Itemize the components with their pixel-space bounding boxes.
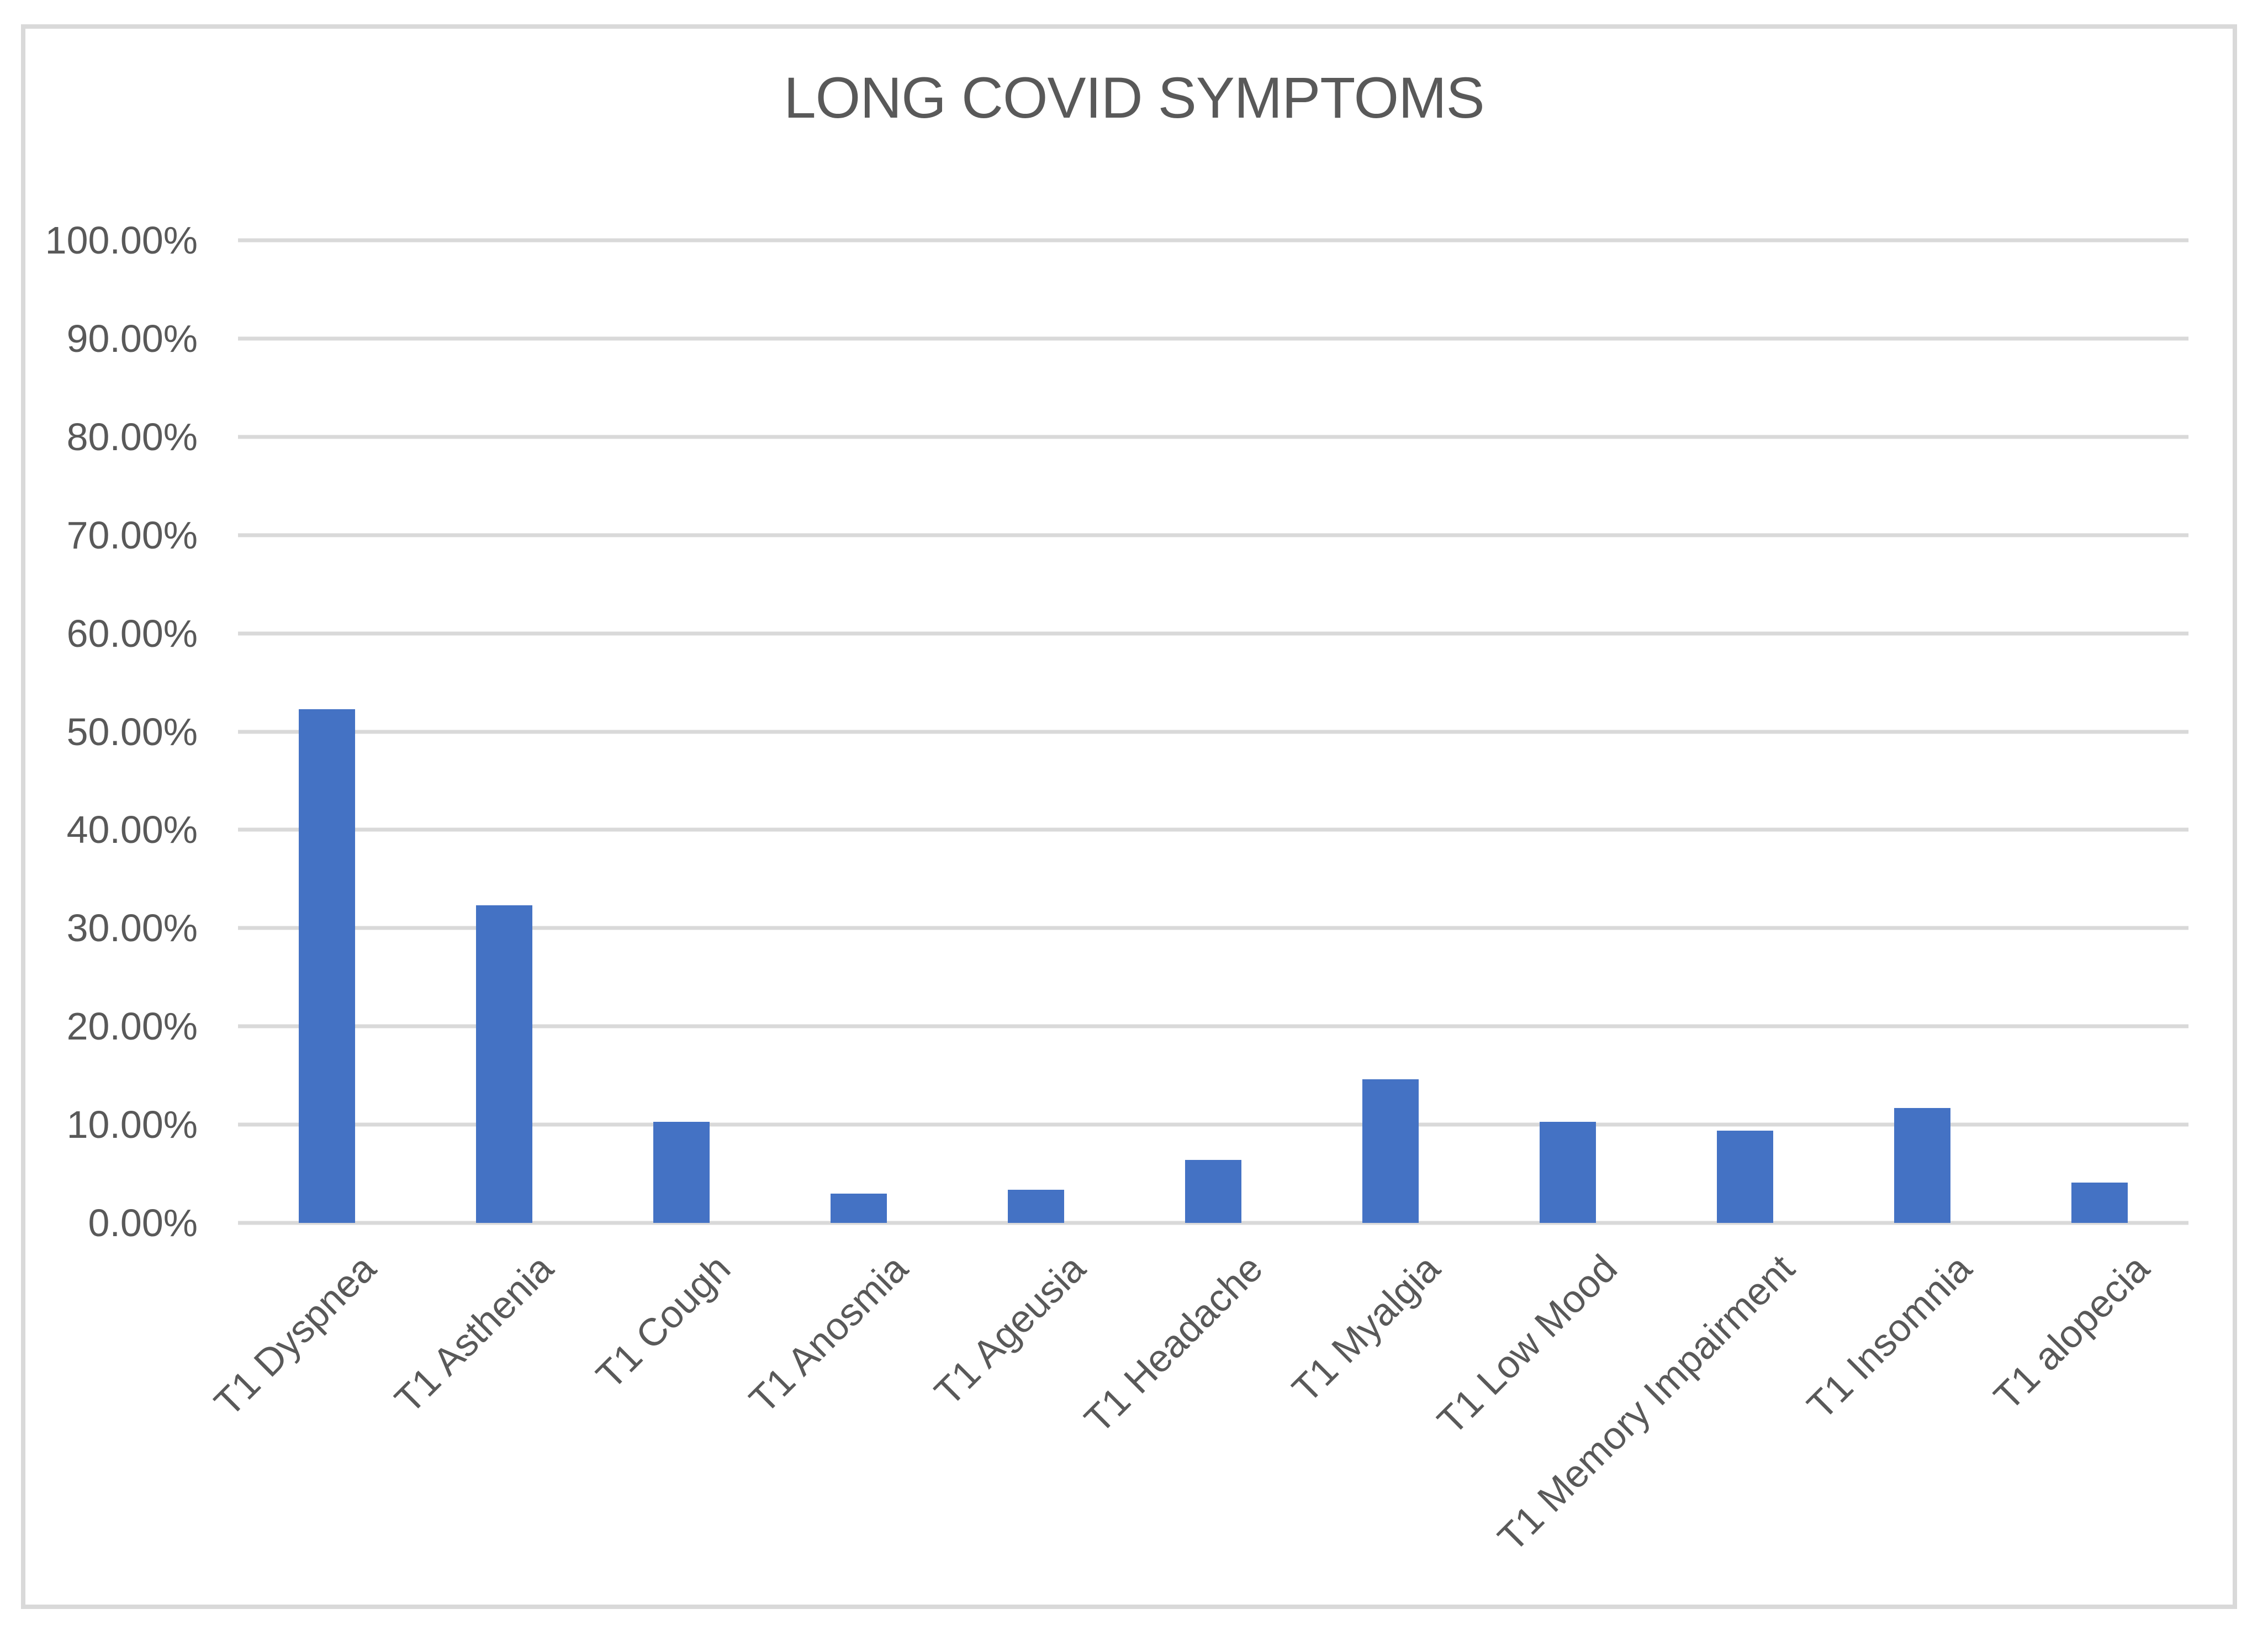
gridline	[238, 926, 2188, 930]
bar-t1-cough	[653, 1121, 710, 1223]
y-axis-tick-label: 10.00%	[66, 1103, 198, 1147]
gridline	[238, 631, 2188, 636]
y-axis-tick-label: 20.00%	[66, 1005, 198, 1048]
gridline	[238, 1221, 2188, 1225]
y-axis-tick-label: 30.00%	[66, 906, 198, 950]
y-axis-tick-label: 60.00%	[66, 611, 198, 655]
bar-t1-asthenia	[475, 905, 532, 1223]
chart-title: LONG COVID SYMPTOMS	[784, 66, 1484, 130]
bar-t1-insomnia	[1894, 1107, 1951, 1223]
y-axis-tick-label: 100.00%	[45, 219, 198, 262]
y-axis-tick-label: 70.00%	[66, 513, 198, 557]
bar-t1-anosmia	[830, 1193, 887, 1223]
gridline	[238, 336, 2188, 341]
y-axis-tick-label: 50.00%	[66, 710, 198, 753]
y-axis-tick-label: 80.00%	[66, 415, 198, 458]
gridline	[238, 1024, 2188, 1028]
gridline	[238, 730, 2188, 734]
bar-t1-alopecia	[2071, 1183, 2128, 1223]
y-axis-tick-label: 40.00%	[66, 808, 198, 852]
bar-t1-low-mood	[1540, 1121, 1596, 1223]
bar-t1-ageusia	[1007, 1189, 1064, 1223]
y-axis-tick-label: 90.00%	[66, 316, 198, 360]
chart-border	[21, 24, 2237, 1609]
gridline	[238, 533, 2188, 537]
bar-t1-headache	[1185, 1160, 1241, 1223]
gridline	[238, 435, 2188, 439]
gridline	[238, 1122, 2188, 1127]
gridline	[238, 238, 2188, 242]
y-axis-tick-label: 0.00%	[88, 1201, 198, 1244]
bar-t1-dyspnea	[298, 709, 355, 1223]
plot-area	[238, 238, 2188, 1225]
gridline	[238, 827, 2188, 832]
bar-t1-myalgia	[1362, 1079, 1419, 1223]
bar-t1-memory-impairment	[1717, 1130, 1774, 1223]
